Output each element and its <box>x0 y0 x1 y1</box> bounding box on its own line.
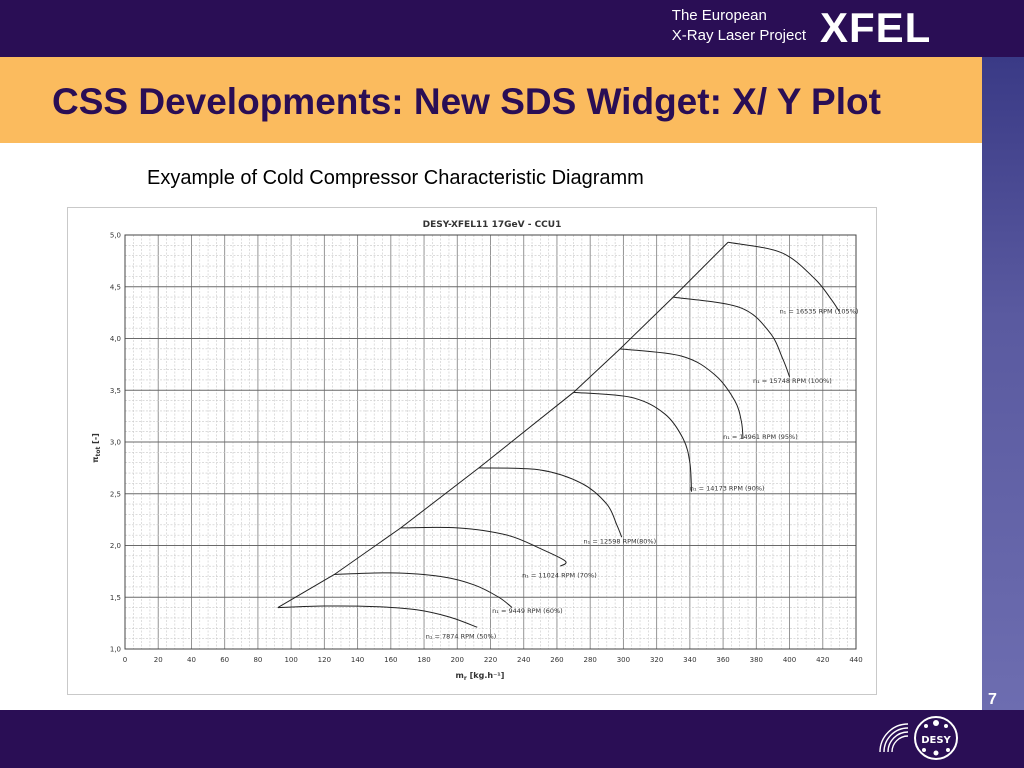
slide-subtitle: Exyample of Cold Compressor Characterist… <box>147 167 644 189</box>
project-line-2: X-Ray Laser Project <box>671 27 806 44</box>
x-tick-label: 360 <box>716 656 729 664</box>
x-tick-label: 180 <box>417 656 430 664</box>
speed-curve <box>334 572 513 608</box>
side-strip <box>982 57 1024 710</box>
speed-curve-label: n₁ = 14173 RPM (90%) <box>690 485 765 493</box>
desy-dots-icon <box>922 720 950 756</box>
speed-curve <box>478 467 623 538</box>
y-tick-label: 3,0 <box>110 439 121 447</box>
plot-border <box>124 234 857 650</box>
y-tick-label: 4,5 <box>110 283 121 291</box>
header-bar <box>0 0 1024 57</box>
x-tick-label: 280 <box>583 656 596 664</box>
y-tick-label: 5,0 <box>110 232 121 240</box>
x-tick-label: 160 <box>384 656 397 664</box>
x-tick-label: 340 <box>683 656 696 664</box>
grid <box>124 234 857 650</box>
speed-curve <box>573 391 693 492</box>
y-tick-label: 2,0 <box>110 542 121 550</box>
y-tick-label: 4,0 <box>110 335 121 343</box>
speed-curve-label: n₁ = 11024 RPM (70%) <box>522 572 597 580</box>
helmholtz-arcs-icon <box>879 723 909 753</box>
slide-title: CSS Developments: New SDS Widget: X/ Y P… <box>52 81 881 122</box>
x-tick-label: 100 <box>284 656 297 664</box>
x-tick-label: 440 <box>849 656 862 664</box>
x-tick-label: 80 <box>253 656 262 664</box>
y-axis-unit: [-] <box>91 433 100 444</box>
x-tick-label: 220 <box>484 656 497 664</box>
footer-bar <box>0 710 1024 768</box>
series-labels: n₁ = 7874 RPM (50%) n₁ = 9449 RPM (60%) n₁… <box>426 308 859 641</box>
chart-title: DESY-XFEL11 17GeV - CCU1 <box>423 220 562 230</box>
x-tick-label: 380 <box>750 656 763 664</box>
speed-curve-label: n₁ = 16535 RPM (105%) <box>780 308 859 316</box>
speed-curve <box>400 526 567 567</box>
chart: 0 20 40 60 80 100 120 140 160 180 200 220 240 260 280 3… <box>91 220 863 682</box>
speed-curve-label: n₁ = 15748 RPM (100%) <box>753 377 832 385</box>
y-tick-label: 1,0 <box>110 646 121 654</box>
x-tick-label: 400 <box>783 656 796 664</box>
x-tick-label: 300 <box>617 656 630 664</box>
x-tick-label: 320 <box>650 656 663 664</box>
x-axis-unit: [kg.h⁻¹] <box>470 671 505 680</box>
x-tick-label: 120 <box>318 656 331 664</box>
desy-ring-icon <box>914 716 958 760</box>
x-tick-label: 140 <box>351 656 364 664</box>
speed-curve <box>620 348 744 439</box>
speed-curve-label: n₁ = 9449 RPM (60%) <box>492 607 563 615</box>
speed-curve <box>727 241 840 312</box>
x-tick-label: 40 <box>187 656 196 664</box>
surge-line <box>277 241 729 609</box>
x-tick-label: 20 <box>154 656 163 664</box>
tick-labels: 0 20 40 60 80 100 120 140 160 180 200 220 240 260 280 3… <box>110 232 863 665</box>
speed-curve-label: n₁ = 7874 RPM (50%) <box>426 633 497 641</box>
xfel-logo: XFEL <box>820 4 932 51</box>
x-axis-title: mr [kg.h⁻¹] <box>456 671 505 682</box>
x-tick-label: 420 <box>816 656 829 664</box>
project-label: The European X-Ray Laser Project <box>672 6 806 46</box>
speed-curve <box>277 605 478 628</box>
x-axis-subscript: r <box>464 675 467 682</box>
y-tick-label: 1,5 <box>110 594 121 602</box>
x-tick-label: 260 <box>550 656 563 664</box>
speed-curve-label: n₁ = 12598 RPM(80%) <box>584 537 657 545</box>
project-line-1: The European <box>671 7 767 24</box>
y-axis-title: πtot [-] <box>91 433 102 463</box>
y-axis-symbol: π <box>91 456 100 462</box>
desy-helmholtz-logo-icon: DESY <box>879 716 958 760</box>
x-tick-label: 240 <box>517 656 530 664</box>
title-band <box>0 57 982 143</box>
y-tick-label: 2,5 <box>110 490 121 498</box>
x-tick-label: 0 <box>123 656 127 664</box>
x-tick-label: 200 <box>451 656 464 664</box>
x-axis-symbol: m <box>456 671 464 680</box>
page-number: 7 <box>988 691 997 708</box>
y-tick-label: 3,5 <box>110 387 121 395</box>
chart-frame: 0 20 40 60 80 100 120 140 160 180 200 220 240 260 280 3… <box>67 207 877 695</box>
y-axis-subscript: tot <box>95 446 102 456</box>
series <box>277 241 840 628</box>
desy-logo-text: DESY <box>921 735 951 746</box>
speed-curve <box>673 296 791 377</box>
speed-curve-label: n₁ = 14961 RPM (95%) <box>723 433 798 441</box>
x-tick-label: 60 <box>220 656 229 664</box>
